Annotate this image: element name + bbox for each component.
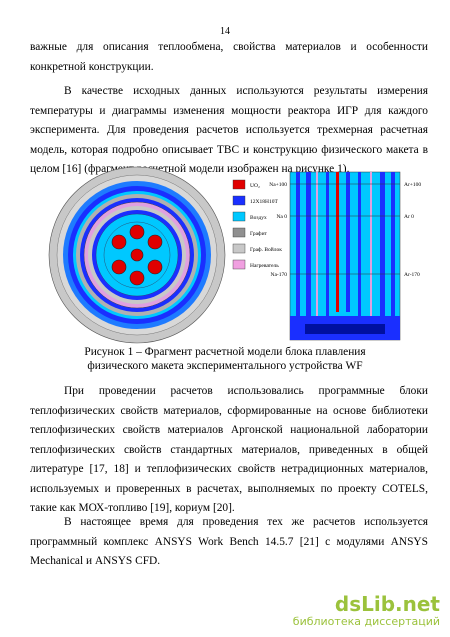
levels: Na+100 Na 0 Na-170 Ar+100 Ar 0 Ar-170 — [269, 182, 421, 278]
cross-section — [48, 166, 226, 344]
legend-label: UO₂ — [250, 183, 260, 189]
watermark-logo: dsLib.net — [334, 592, 440, 616]
level-label: Na 0 — [276, 214, 287, 220]
paragraph: При проведении расчетов использовались п… — [30, 385, 428, 514]
paragraph: важные для описания теплообмена, свойств… — [30, 41, 428, 73]
level-label: Ar+100 — [404, 182, 421, 188]
level-label: Na+100 — [269, 182, 287, 188]
level-label: Ar-170 — [404, 272, 420, 278]
level-label: Ar 0 — [404, 214, 414, 220]
figure: UO₂ 12Х18Н10Т Воздух Графит Граф. Войлок… — [48, 166, 421, 344]
watermark-subtitle: библиотека диссертаций — [292, 615, 440, 628]
figure-caption: Рисунок 1 – Фрагмент расчетной модели бл… — [84, 346, 366, 372]
page-number: 14 — [220, 26, 230, 37]
legend-label: Граф. Войлок — [250, 246, 282, 253]
watermark: dsLib.net библиотека диссертаций — [290, 593, 440, 628]
legend-label: Нагреватель — [250, 263, 279, 269]
paragraph: В настоящее время для проведения тех же … — [30, 516, 428, 567]
legend-label: Графит — [250, 230, 268, 237]
legend-label: Воздух — [250, 215, 267, 221]
legend-label: 12Х18Н10Т — [250, 199, 278, 205]
vertical-section — [289, 171, 401, 341]
level-label: Na-170 — [271, 272, 288, 278]
legend: UO₂ 12Х18Н10Т Воздух Графит Граф. Войлок… — [232, 179, 282, 270]
paragraph: В качестве исходных данных используются … — [30, 85, 428, 175]
